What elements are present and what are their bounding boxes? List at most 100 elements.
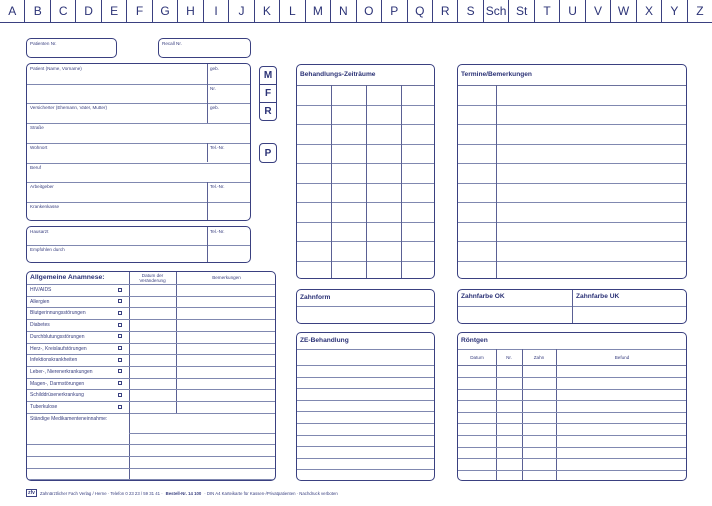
marker-r[interactable]: R <box>264 106 272 117</box>
writing-line <box>297 388 434 390</box>
writing-line <box>27 479 275 480</box>
p-marker[interactable]: P <box>259 143 277 163</box>
index-tab-h: H <box>178 0 204 22</box>
publisher-logo: zfv <box>26 489 37 497</box>
termine-title: Termine/Bemerkungen <box>461 70 532 78</box>
recall-nr-field[interactable]: Recall Nr. <box>158 38 251 58</box>
grid-row-line <box>458 388 686 390</box>
column-divider <box>207 227 208 245</box>
anamnese-item-label: HIV/AIDS <box>30 287 52 293</box>
patient_rows-right-label: geb. <box>210 105 219 111</box>
grid-row-line <box>458 377 686 378</box>
index-tab-b: B <box>25 0 51 22</box>
anamnese-item-label: Infektionskrankheiten <box>30 357 78 364</box>
checkbox[interactable] <box>118 392 122 397</box>
index-tab-u: U <box>560 0 586 22</box>
index-tab-r: R <box>433 0 459 22</box>
form-field[interactable] <box>27 84 207 104</box>
checkbox[interactable] <box>118 404 122 409</box>
writing-line <box>27 467 275 469</box>
marker-f[interactable]: F <box>260 85 276 103</box>
column-divider <box>207 103 208 124</box>
index-tab-k: K <box>255 0 281 22</box>
zahnform-field[interactable] <box>297 306 434 323</box>
grid-column-line <box>401 85 402 278</box>
recall-nr-label: Recall Nr. <box>162 41 182 46</box>
index-tab-s: S <box>458 0 484 22</box>
patient_rows-right-label: Nr. <box>210 85 216 91</box>
writing-line <box>297 365 434 366</box>
form-field[interactable] <box>27 227 207 245</box>
anamnese-row: Durchblutungsstörungen <box>27 331 275 343</box>
form-field[interactable] <box>27 143 207 163</box>
anamnese-row: Infektionskrankheiten <box>27 354 275 366</box>
writing-line <box>297 399 434 401</box>
checkbox[interactable] <box>118 287 122 292</box>
checkbox[interactable] <box>118 357 122 362</box>
grid-row-line <box>458 241 686 242</box>
roentgen-title: Röntgen <box>461 336 488 344</box>
zahnform-title: Zahnform <box>300 293 331 301</box>
form-field[interactable] <box>27 123 250 143</box>
header-divider <box>458 85 686 86</box>
form-field[interactable] <box>207 202 250 220</box>
doctor_rows-right-label: Tel.-Nr. <box>210 229 225 234</box>
form-field[interactable] <box>27 182 207 202</box>
row-divider <box>27 162 250 164</box>
checkbox[interactable] <box>118 322 122 327</box>
index-tab-x: X <box>637 0 663 22</box>
roentgen-column-befund: Befund <box>614 355 630 360</box>
column-divider <box>207 142 208 163</box>
checkbox[interactable] <box>118 369 122 374</box>
patient-nr-field[interactable]: Patienten Nr. <box>26 38 117 58</box>
grid-row-line <box>297 260 434 262</box>
behandlungs-zeitraeume-title: Behandlungs-Zeiträume <box>300 70 376 78</box>
checkbox[interactable] <box>118 299 122 304</box>
date-column-line <box>496 85 497 278</box>
writing-line <box>297 423 434 424</box>
zahnfarbe-uk-field[interactable] <box>573 306 686 323</box>
anamnese-title: Allgemeine Anamnese: <box>30 274 105 281</box>
index-tab-e: E <box>102 0 128 22</box>
index-tab-n: N <box>331 0 357 22</box>
grid-row-line <box>297 143 434 145</box>
anamnese-item-label: Durchblutungsstörungen <box>30 333 85 340</box>
doctor_rows-label: Hausarzt <box>30 229 49 234</box>
index-tab-y: Y <box>662 0 688 22</box>
column-divider <box>129 412 130 433</box>
index-tab-st: St <box>509 0 535 22</box>
checkbox[interactable] <box>118 334 122 339</box>
row-divider <box>27 389 275 391</box>
index-tab-l: L <box>280 0 306 22</box>
patient_rows-right-label: Tel.-Nr. <box>210 144 225 150</box>
row-divider <box>27 142 250 144</box>
checkbox[interactable] <box>118 310 122 315</box>
checkbox[interactable] <box>118 381 122 386</box>
marker-m[interactable]: M <box>260 67 276 85</box>
form-field[interactable] <box>27 163 250 183</box>
index-tab-v: V <box>586 0 612 22</box>
grid-row-line <box>297 124 434 125</box>
anamnese-row: Schilddrüsenerkrankung <box>27 389 275 401</box>
index-tab-w: W <box>611 0 637 22</box>
row-divider <box>27 182 250 184</box>
grid-row-line <box>458 411 686 413</box>
ze-behandlung-title: ZE-Behandlung <box>300 336 349 344</box>
checkbox[interactable] <box>118 346 122 350</box>
grid-row-line <box>458 260 686 262</box>
p-marker-label: P <box>264 147 272 159</box>
writing-line <box>297 446 434 448</box>
row-divider <box>27 330 275 332</box>
column-divider <box>207 83 208 104</box>
form-field[interactable] <box>207 245 250 262</box>
zahnfarbe-ok-field[interactable] <box>458 306 572 323</box>
grid-row-line <box>297 241 434 242</box>
row-divider <box>27 123 250 125</box>
anamnese-row: Tuberkulose <box>27 401 275 413</box>
anamnese-row: Blutgerinnungsstörungen <box>27 307 275 319</box>
doctor-box: Hausarzt Tel.-Nr. Empfohlen durch <box>26 226 251 263</box>
patient_rows-label: Versicherter (Ehemann, Vater, Mutter) <box>30 105 108 111</box>
index-tab-a: A <box>0 0 26 22</box>
ze-behandlung-box: ZE-Behandlung <box>296 332 435 481</box>
